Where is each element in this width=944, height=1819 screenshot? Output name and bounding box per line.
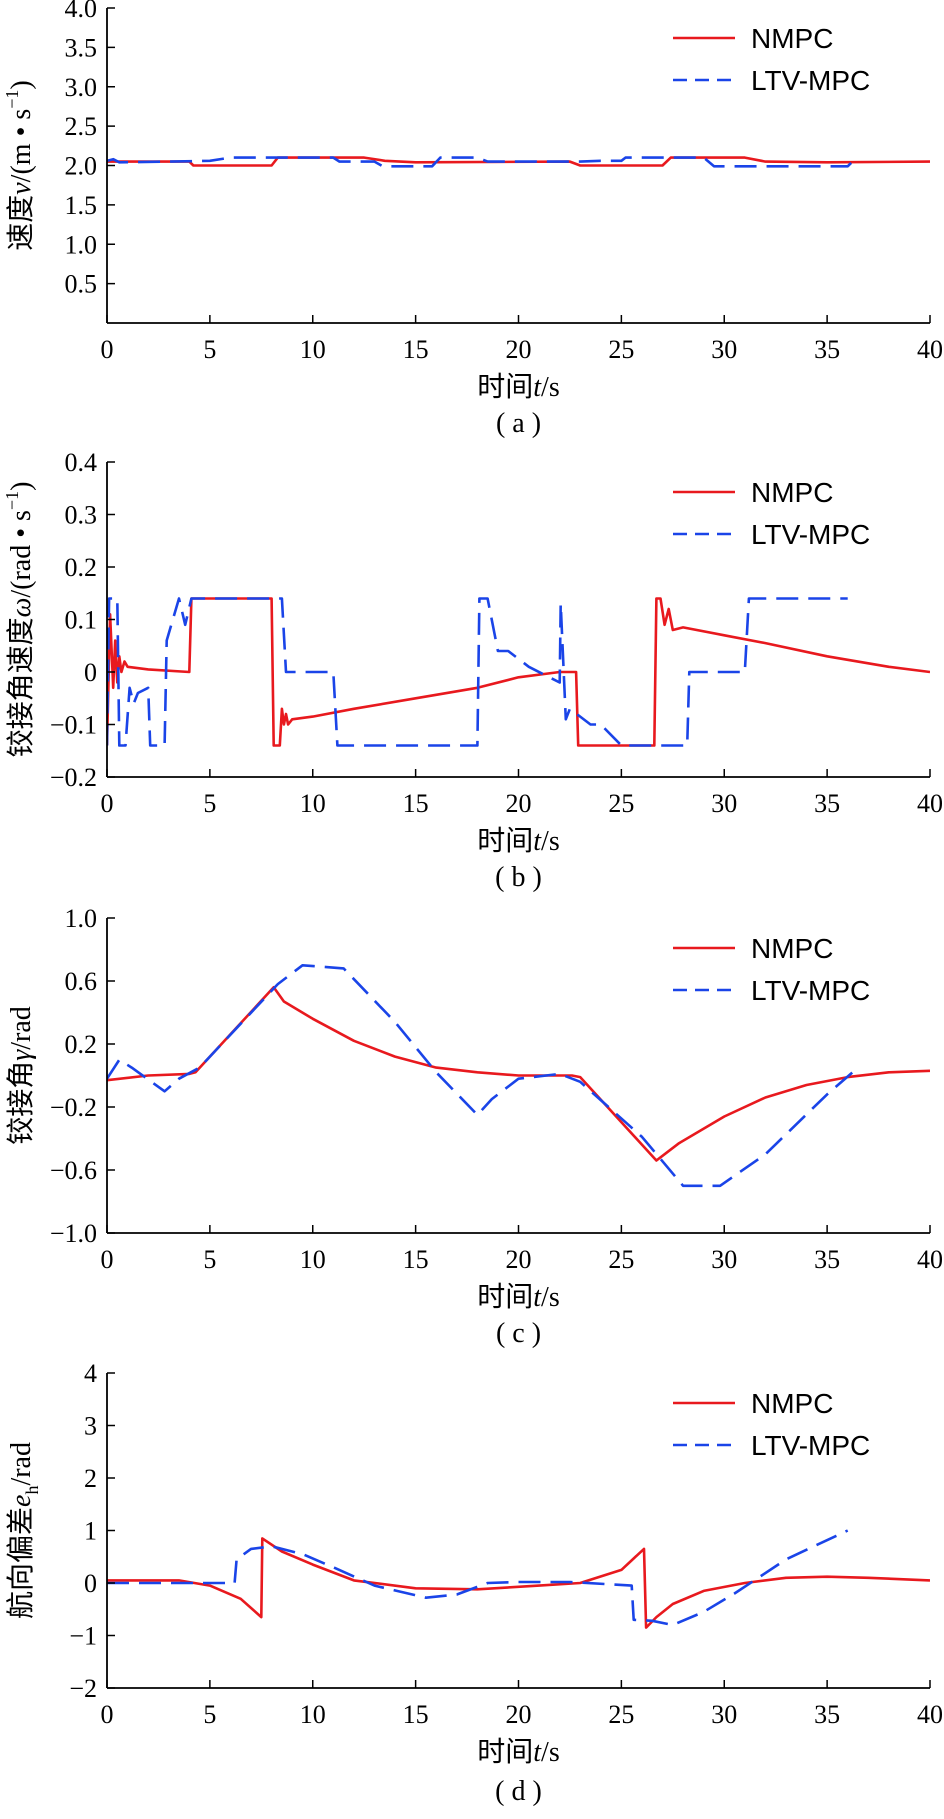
y-tick-label: 0.4	[65, 448, 98, 477]
legend-label-ltv-mpc: LTV-MPC	[751, 519, 870, 550]
x-tick-label: 25	[608, 789, 634, 818]
x-tick-label: 25	[608, 1700, 634, 1729]
panel-caption: ( c )	[496, 1318, 541, 1349]
x-tick-label: 10	[300, 1700, 326, 1729]
x-tick-label: 40	[917, 1700, 943, 1729]
x-tick-label: 25	[608, 1245, 634, 1274]
y-tick-label: 0	[84, 658, 97, 687]
series-line-nmpc	[107, 1537, 930, 1629]
x-tick-label: 10	[300, 1245, 326, 1274]
x-tick-label: 10	[300, 789, 326, 818]
x-axis-label: 时间t/s	[477, 825, 559, 857]
y-tick-label: −0.2	[50, 1093, 97, 1122]
legend-label-nmpc: NMPC	[751, 477, 833, 508]
y-tick-label: 3.0	[65, 73, 98, 102]
legend-label-nmpc: NMPC	[751, 933, 833, 964]
y-tick-label: −2	[69, 1674, 97, 1703]
y-tick-label: 0.3	[65, 501, 98, 530]
x-tick-label: 15	[403, 1245, 429, 1274]
x-tick-label: 20	[506, 335, 532, 364]
panel-caption: ( a )	[496, 408, 541, 439]
x-tick-label: 20	[506, 789, 532, 818]
legend-label-ltv-mpc: LTV-MPC	[751, 975, 870, 1006]
y-tick-label: 0.2	[65, 1030, 98, 1059]
y-axis-label: 铰接角γ/rad	[5, 1006, 37, 1145]
x-tick-label: 15	[403, 789, 429, 818]
legend-label-ltv-mpc: LTV-MPC	[751, 1430, 870, 1461]
y-tick-label: 0.1	[65, 606, 98, 635]
x-tick-label: 35	[814, 335, 840, 364]
series-line-ltv-mpc	[107, 1529, 849, 1627]
panel-caption: ( d )	[495, 1776, 542, 1807]
series-line-nmpc	[107, 985, 930, 1162]
y-tick-label: 0.2	[65, 553, 98, 582]
y-tick-label: 1.0	[65, 230, 98, 259]
y-tick-label: −1.0	[50, 1219, 97, 1248]
x-tick-label: 0	[101, 335, 114, 364]
x-tick-label: 30	[711, 1700, 737, 1729]
legend-label-nmpc: NMPC	[751, 1388, 833, 1419]
y-tick-label: 1	[84, 1517, 97, 1546]
y-tick-label: 3	[84, 1412, 97, 1441]
legend-label-ltv-mpc: LTV-MPC	[751, 65, 870, 96]
x-tick-label: 15	[403, 335, 429, 364]
y-tick-label: 4.0	[65, 0, 98, 23]
x-tick-label: 25	[608, 335, 634, 364]
x-tick-label: 40	[917, 1245, 943, 1274]
panel-caption: ( b )	[495, 862, 542, 893]
y-axis-label: 航向偏差eh/rad	[5, 1442, 42, 1619]
y-tick-label: 1.5	[65, 191, 98, 220]
x-tick-label: 35	[814, 789, 840, 818]
x-tick-label: 35	[814, 1700, 840, 1729]
x-tick-label: 10	[300, 335, 326, 364]
y-tick-label: 2	[84, 1464, 97, 1493]
y-tick-label: 3.5	[65, 33, 98, 62]
x-tick-label: 30	[711, 335, 737, 364]
x-tick-label: 0	[101, 1245, 114, 1274]
series-line-ltv-mpc	[107, 156, 856, 168]
x-axis-label: 时间t/s	[477, 371, 559, 403]
x-tick-label: 5	[203, 335, 216, 364]
y-axis-label: 铰接角速度ω/(rad • s−1)	[2, 482, 37, 758]
series-line-ltv-mpc	[107, 963, 859, 1188]
y-tick-label: 0	[84, 1569, 97, 1598]
series-line-ltv-mpc	[107, 597, 848, 747]
x-tick-label: 20	[506, 1245, 532, 1274]
x-axis-label: 时间t/s	[477, 1281, 559, 1313]
x-tick-label: 40	[917, 789, 943, 818]
y-tick-label: 2.0	[65, 152, 98, 181]
series-line-nmpc	[107, 597, 930, 747]
y-tick-label: 2.5	[65, 112, 98, 141]
x-tick-label: 30	[711, 789, 737, 818]
x-tick-label: 20	[506, 1700, 532, 1729]
y-tick-label: 0.5	[65, 270, 98, 299]
y-tick-label: −0.1	[50, 711, 97, 740]
legend-label-nmpc: NMPC	[751, 23, 833, 54]
x-tick-label: 5	[203, 1700, 216, 1729]
x-tick-label: 0	[101, 789, 114, 818]
chart-panel-d: 0 5 10 15 20 25 30 35 40 −2 −1 0 1 2 3 4 航向偏差eh/rad 时间t/s…	[5, 1359, 943, 1807]
y-tick-label: −1	[69, 1622, 97, 1651]
y-tick-label: −0.2	[50, 763, 97, 792]
y-tick-label: 0.6	[65, 967, 98, 996]
x-tick-label: 35	[814, 1245, 840, 1274]
x-tick-label: 0	[101, 1700, 114, 1729]
chart-panel-a: 0 5 10 15 20 25 30 35 40 0.5 1.0 1.5 2.0 2.5 3.0 3.5 4.0…	[2, 0, 943, 439]
x-tick-label: 40	[917, 335, 943, 364]
y-axis-label: 速度v/(m • s−1)	[2, 80, 37, 251]
chart-panel-c: 0 5 10 15 20 25 30 35 40 −1.0 −0.6 −0.2 0.2 0.6 1.0 铰接角…	[5, 904, 943, 1349]
chart-panel-b: 0 5 10 15 20 25 30 35 40 −0.2 −0.1 0 0.1 0.2 0.3 0.4 铰接角…	[2, 448, 943, 893]
x-tick-label: 5	[203, 789, 216, 818]
x-tick-label: 5	[203, 1245, 216, 1274]
y-tick-label: 4	[84, 1359, 97, 1388]
x-tick-label: 30	[711, 1245, 737, 1274]
y-tick-label: 1.0	[65, 904, 98, 933]
x-axis-label: 时间t/s	[477, 1736, 559, 1768]
x-tick-label: 15	[403, 1700, 429, 1729]
y-tick-label: −0.6	[50, 1156, 97, 1185]
